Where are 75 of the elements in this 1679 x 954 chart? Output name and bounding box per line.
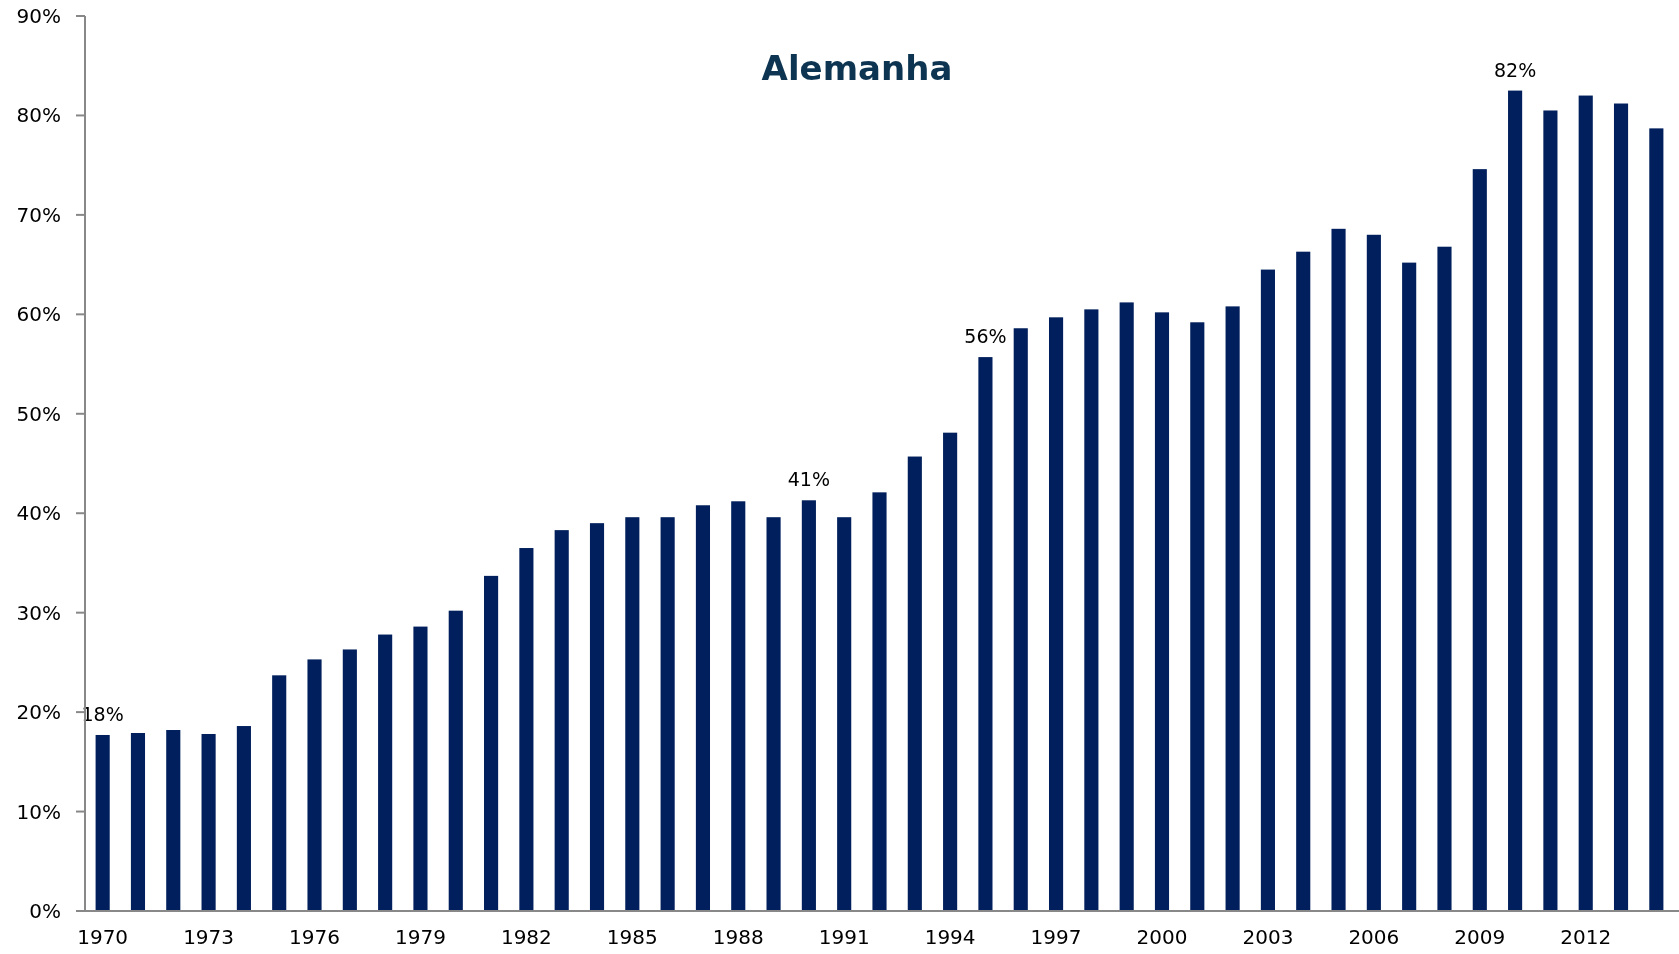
y-tick-label: 40% xyxy=(16,501,61,526)
x-tick-label: 1985 xyxy=(606,925,658,949)
data-label: 56% xyxy=(964,325,1007,348)
bar xyxy=(589,523,605,911)
bar xyxy=(1260,269,1275,911)
x-tick-label: 1970 xyxy=(77,925,129,949)
y-tick-label: 60% xyxy=(16,302,61,327)
bar xyxy=(342,649,357,911)
bar xyxy=(554,530,569,911)
bar xyxy=(907,456,922,911)
bar xyxy=(307,659,322,911)
y-tick-label: 30% xyxy=(16,600,61,625)
bar xyxy=(1437,246,1452,911)
bar xyxy=(1649,128,1664,911)
bar xyxy=(1402,262,1417,911)
bar xyxy=(766,517,781,911)
bar xyxy=(1154,312,1170,911)
x-tick-label: 1994 xyxy=(924,925,976,949)
x-tick-label: 1979 xyxy=(395,925,446,949)
bar xyxy=(625,517,640,911)
x-tick-label: 1997 xyxy=(1030,925,1082,949)
y-tick-label: 50% xyxy=(16,401,61,426)
bar xyxy=(1578,95,1593,911)
text: Alemanha xyxy=(761,48,953,88)
bar xyxy=(1613,103,1629,911)
bar xyxy=(1543,110,1558,911)
bar xyxy=(130,732,146,911)
bar xyxy=(484,575,499,911)
x-tick-label: 2012 xyxy=(1560,925,1612,949)
bar xyxy=(272,675,287,911)
y-tick-label: 10% xyxy=(16,799,61,824)
bar xyxy=(448,610,463,911)
bar xyxy=(695,505,711,911)
bar xyxy=(1472,169,1487,911)
y-tick-label: 20% xyxy=(16,700,61,725)
x-tick-label: 1973 xyxy=(183,925,235,949)
x-tick-label: 2003 xyxy=(1242,925,1294,949)
bar xyxy=(519,548,534,911)
bar xyxy=(801,500,816,911)
bar xyxy=(731,501,746,911)
data-label: 82% xyxy=(1493,58,1537,81)
x-tick-label: 2006 xyxy=(1348,925,1400,949)
data-label: 41% xyxy=(787,468,830,491)
bar xyxy=(872,492,887,911)
x-tick-label: 2009 xyxy=(1454,925,1506,949)
bar xyxy=(201,733,216,911)
y-tick-label: 80% xyxy=(16,103,61,128)
x-tick-label: 1976 xyxy=(289,925,340,949)
data-label: 18% xyxy=(81,702,124,725)
bar xyxy=(166,730,181,911)
bar xyxy=(1190,322,1205,911)
x-tick-label: 1988 xyxy=(712,925,764,949)
bar xyxy=(1366,234,1381,911)
bar xyxy=(413,626,428,911)
y-tick-label: 0% xyxy=(29,899,61,923)
bar xyxy=(1225,306,1240,911)
x-tick-label: 2000 xyxy=(1136,925,1188,949)
x-tick-label: 1991 xyxy=(818,925,870,949)
bar xyxy=(1013,328,1028,911)
y-tick-label: 70% xyxy=(16,202,61,227)
bar xyxy=(1331,228,1346,911)
bar xyxy=(943,432,958,911)
bar xyxy=(1048,317,1064,911)
bar xyxy=(378,634,393,911)
bar xyxy=(1508,90,1523,911)
y-tick-label: 90% xyxy=(16,4,61,28)
bar xyxy=(978,357,993,911)
bar xyxy=(1084,309,1099,911)
bar xyxy=(1119,302,1134,911)
bar xyxy=(236,726,251,911)
bar xyxy=(837,517,852,911)
x-tick-label: 1982 xyxy=(500,925,552,949)
bar xyxy=(95,734,110,911)
bar xyxy=(660,517,675,911)
bar xyxy=(1296,251,1311,911)
